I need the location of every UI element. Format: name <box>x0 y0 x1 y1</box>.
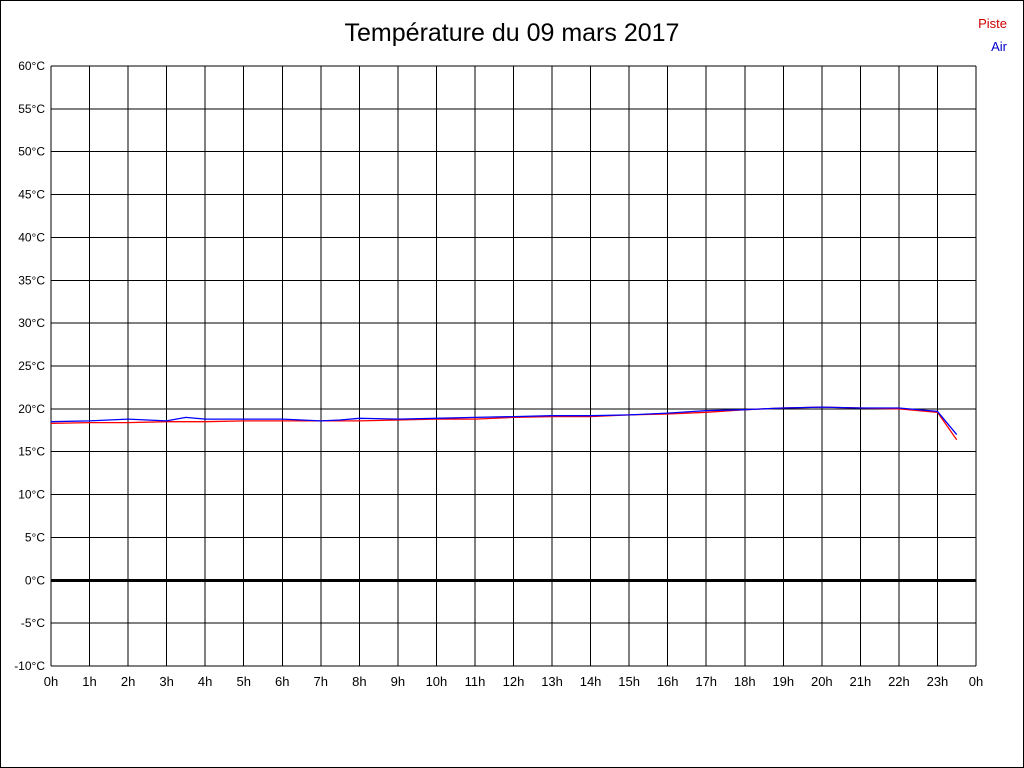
x-tick-label: 21h <box>850 674 872 689</box>
x-tick-label: 6h <box>275 674 289 689</box>
y-tick-label: 55°C <box>18 102 45 116</box>
x-tick-label: 15h <box>618 674 640 689</box>
x-tick-label: 1h <box>82 674 96 689</box>
y-tick-label: 20°C <box>18 402 45 416</box>
x-tick-label: 11h <box>465 674 486 689</box>
y-tick-label: 45°C <box>18 188 45 202</box>
x-tick-label: 8h <box>352 674 366 689</box>
y-tick-label: 0°C <box>25 573 45 587</box>
x-tick-label: 5h <box>236 674 250 689</box>
x-tick-label: 0h <box>969 674 983 689</box>
y-tick-label: 35°C <box>18 273 45 287</box>
y-tick-label: 50°C <box>18 145 45 159</box>
y-tick-label: 30°C <box>18 316 45 330</box>
y-tick-label: 15°C <box>18 445 45 459</box>
y-tick-label: 5°C <box>25 530 45 544</box>
x-tick-label: 4h <box>198 674 212 689</box>
x-tick-label: 20h <box>811 674 833 689</box>
x-tick-label: 7h <box>314 674 328 689</box>
x-tick-label: 17h <box>695 674 717 689</box>
x-tick-label: 16h <box>657 674 679 689</box>
x-tick-label: 0h <box>44 674 58 689</box>
legend-item-air: Air <box>991 38 1007 54</box>
x-tick-label: 9h <box>391 674 405 689</box>
x-tick-label: 14h <box>580 674 602 689</box>
y-tick-label: -5°C <box>21 616 45 630</box>
x-tick-label: 10h <box>426 674 448 689</box>
y-tick-label: 10°C <box>18 488 45 502</box>
page-title: Température du 09 mars 2017 <box>344 19 680 47</box>
x-tick-label: 19h <box>772 674 794 689</box>
y-tick-label: 60°C <box>18 59 45 73</box>
y-tick-label: -10°C <box>14 659 45 673</box>
x-tick-label: 22h <box>888 674 910 689</box>
x-tick-label: 12h <box>503 674 525 689</box>
x-tick-label: 13h <box>541 674 563 689</box>
series-line-air <box>50 406 958 436</box>
y-tick-label: 40°C <box>18 230 45 244</box>
legend-item-piste: Piste <box>978 16 1007 31</box>
chart-legend: Piste Air <box>978 13 1007 59</box>
x-tick-label: 2h <box>121 674 135 689</box>
x-tick-label: 3h <box>159 674 173 689</box>
y-tick-label: 25°C <box>18 359 45 373</box>
series-line-piste <box>50 406 958 441</box>
x-tick-label: 23h <box>927 674 949 689</box>
x-tick-label: 18h <box>734 674 756 689</box>
